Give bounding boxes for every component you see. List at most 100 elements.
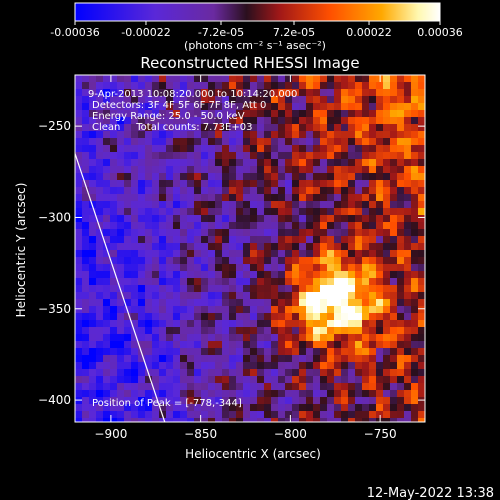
- heatmap-cell: [313, 250, 320, 257]
- heatmap-cell: [411, 117, 418, 124]
- heatmap-cell: [411, 138, 418, 145]
- heatmap-cell: [180, 383, 187, 390]
- heatmap-cell: [201, 124, 208, 131]
- heatmap-cell: [369, 278, 376, 285]
- heatmap-cell: [173, 243, 180, 250]
- heatmap-cell: [390, 166, 397, 173]
- heatmap-cell: [236, 201, 243, 208]
- heatmap-cell: [110, 89, 117, 96]
- heatmap-cell: [404, 215, 411, 222]
- heatmap-cell: [75, 355, 82, 362]
- heatmap-cell: [208, 306, 215, 313]
- heatmap-cell: [159, 355, 166, 362]
- heatmap-cell: [173, 362, 180, 369]
- heatmap-cell: [306, 159, 313, 166]
- heatmap-cell: [152, 96, 159, 103]
- heatmap-cell: [404, 194, 411, 201]
- heatmap-cell: [75, 96, 82, 103]
- colorbar-tick-label: 0.00036: [417, 26, 463, 39]
- heatmap-cell: [152, 341, 159, 348]
- heatmap-cell: [117, 404, 124, 411]
- heatmap-cell: [418, 103, 425, 110]
- heatmap-cell: [159, 271, 166, 278]
- heatmap-cell: [341, 369, 348, 376]
- heatmap-cell: [271, 159, 278, 166]
- heatmap-cell: [369, 285, 376, 292]
- heatmap-cell: [327, 313, 334, 320]
- heatmap-cell: [306, 173, 313, 180]
- heatmap-cell: [404, 278, 411, 285]
- heatmap-cell: [369, 334, 376, 341]
- heatmap-cell: [327, 299, 334, 306]
- heatmap-cell: [320, 348, 327, 355]
- heatmap-cell: [292, 159, 299, 166]
- heatmap-cell: [369, 341, 376, 348]
- heatmap-cell: [334, 383, 341, 390]
- heatmap-cell: [236, 145, 243, 152]
- heatmap-cell: [341, 404, 348, 411]
- heatmap-cell: [327, 194, 334, 201]
- heatmap-cell: [299, 299, 306, 306]
- heatmap-cell: [96, 299, 103, 306]
- heatmap-cell: [299, 327, 306, 334]
- heatmap-cell: [397, 215, 404, 222]
- heatmap-cell: [306, 229, 313, 236]
- heatmap-cell: [187, 334, 194, 341]
- heatmap-cell: [404, 341, 411, 348]
- heatmap-cell: [285, 82, 292, 89]
- heatmap-cell: [299, 292, 306, 299]
- heatmap-cell: [306, 145, 313, 152]
- heatmap-cell: [418, 369, 425, 376]
- heatmap-cell: [208, 117, 215, 124]
- heatmap-cell: [285, 215, 292, 222]
- heatmap-cell: [124, 96, 131, 103]
- heatmap-cell: [271, 313, 278, 320]
- heatmap-cell: [229, 89, 236, 96]
- heatmap-cell: [96, 229, 103, 236]
- heatmap-cell: [271, 180, 278, 187]
- heatmap-cell: [124, 124, 131, 131]
- heatmap-cell: [229, 250, 236, 257]
- heatmap-cell: [257, 89, 264, 96]
- heatmap-cell: [145, 376, 152, 383]
- heatmap-cell: [299, 257, 306, 264]
- heatmap-cell: [208, 334, 215, 341]
- heatmap-cell: [110, 117, 117, 124]
- heatmap-cell: [180, 306, 187, 313]
- heatmap-cell: [152, 243, 159, 250]
- heatmap-cell: [229, 145, 236, 152]
- heatmap-cell: [215, 355, 222, 362]
- heatmap-cell: [187, 187, 194, 194]
- heatmap-cell: [397, 201, 404, 208]
- heatmap-cell: [180, 285, 187, 292]
- annotation-detectors: Detectors: 3F 4F 5F 6F 7F 8F, Att 0: [92, 100, 266, 111]
- heatmap-cell: [201, 194, 208, 201]
- heatmap-cell: [110, 271, 117, 278]
- heatmap-cell: [166, 131, 173, 138]
- heatmap-cell: [124, 362, 131, 369]
- heatmap-cell: [362, 278, 369, 285]
- heatmap-cell: [327, 411, 334, 418]
- heatmap-cell: [75, 250, 82, 257]
- heatmap-cell: [264, 208, 271, 215]
- heatmap-cell: [271, 82, 278, 89]
- heatmap-cell: [250, 187, 257, 194]
- heatmap-cell: [299, 334, 306, 341]
- heatmap-cell: [138, 103, 145, 110]
- heatmap-cell: [334, 285, 341, 292]
- heatmap-cell: [404, 362, 411, 369]
- heatmap-cell: [215, 159, 222, 166]
- heatmap-cell: [159, 327, 166, 334]
- heatmap-cell: [397, 229, 404, 236]
- heatmap-cell: [404, 411, 411, 418]
- heatmap-cell: [369, 138, 376, 145]
- heatmap-cell: [404, 285, 411, 292]
- heatmap-cell: [383, 320, 390, 327]
- heatmap-cell: [152, 250, 159, 257]
- heatmap-cell: [152, 299, 159, 306]
- heatmap-cell: [411, 243, 418, 250]
- heatmap-cell: [187, 145, 194, 152]
- heatmap-cell: [348, 145, 355, 152]
- heatmap-cell: [159, 194, 166, 201]
- heatmap-cell: [320, 327, 327, 334]
